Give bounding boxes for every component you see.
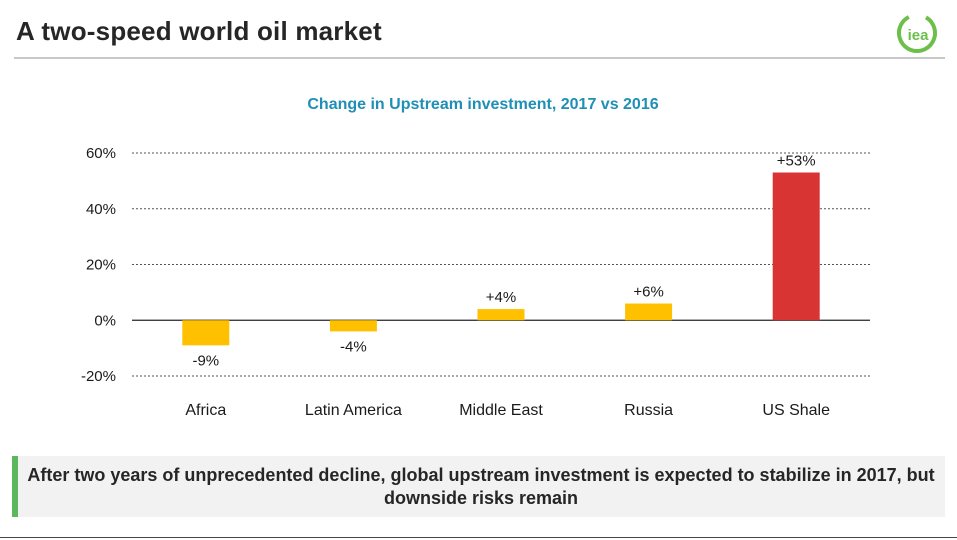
- callout-box: After two years of unprecedented decline…: [12, 456, 945, 517]
- y-tick-label: -20%: [81, 368, 116, 385]
- category-label: Latin America: [305, 402, 402, 419]
- y-tick-label: 40%: [86, 201, 116, 218]
- data-label: +53%: [777, 153, 816, 170]
- data-label: +4%: [486, 289, 516, 306]
- data-label: +6%: [633, 284, 663, 301]
- chart-title: Change in Upstream investment, 2017 vs 2…: [307, 96, 659, 113]
- category-label: Russia: [624, 402, 673, 419]
- bar-chart: 60% 40% 20% 0% -20% -9% Africa -4% Latin America…: [81, 145, 870, 419]
- logo-text: iea: [908, 27, 930, 44]
- category-label: Middle East: [459, 402, 543, 419]
- callout-text: After two years of unprecedented decline…: [27, 465, 935, 508]
- y-tick-label: 0%: [94, 312, 116, 329]
- iea-logo: iea: [897, 13, 937, 53]
- bottom-divider: [0, 537, 957, 538]
- data-label: -4%: [340, 338, 367, 355]
- callout-accent-bar: [12, 456, 18, 517]
- category-label: Africa: [185, 402, 226, 419]
- bar: [477, 309, 525, 321]
- bar: [329, 320, 377, 332]
- data-label: -9%: [192, 352, 219, 369]
- y-tick-label: 60%: [86, 145, 116, 162]
- category-label: US Shale: [762, 402, 830, 419]
- logo-ring: [897, 13, 937, 53]
- slide-title: A two-speed world oil market: [16, 16, 382, 46]
- bar: [625, 303, 673, 321]
- bar: [772, 172, 820, 321]
- title-divider: [14, 57, 945, 59]
- bar: [182, 320, 230, 346]
- y-tick-label: 20%: [86, 257, 116, 274]
